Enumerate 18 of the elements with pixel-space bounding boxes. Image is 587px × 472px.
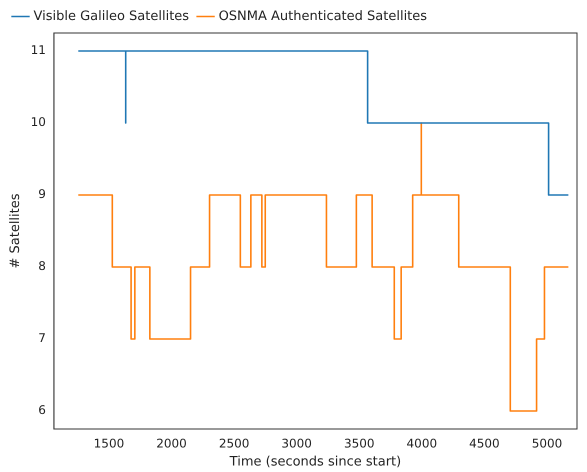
- x-tick-label: 2500: [218, 436, 250, 450]
- y-axis-title: # Satellites: [8, 193, 24, 269]
- legend-label: OSNMA Authenticated Satellites: [218, 8, 428, 24]
- x-tick-label: 4500: [469, 436, 500, 450]
- x-tick-label: 3000: [281, 436, 312, 450]
- y-tick-label: 9: [38, 187, 46, 202]
- y-tick-label: 6: [38, 403, 46, 418]
- y-tick-label: 7: [38, 331, 46, 346]
- legend-label: Visible Galileo Satellites: [34, 8, 190, 24]
- y-tick-label: 8: [38, 259, 46, 274]
- y-tick-label: 10: [30, 115, 46, 130]
- x-tick-label: 1500: [94, 436, 124, 450]
- x-axis-title: Time (seconds since start): [228, 454, 402, 470]
- x-tick-label: 5000: [532, 436, 562, 450]
- y-tick-label: 11: [30, 43, 46, 58]
- x-tick-label: 4000: [406, 436, 438, 450]
- x-tick-label: 3500: [344, 436, 375, 450]
- x-tick-label: 2000: [156, 436, 187, 450]
